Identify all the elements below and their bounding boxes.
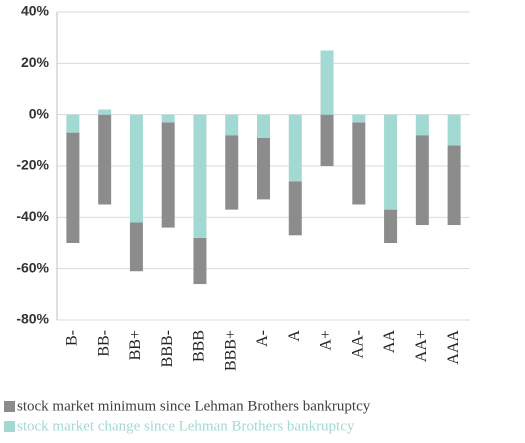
y-tick-label: 0% [29, 105, 50, 121]
bar [66, 132, 80, 243]
y-tick-label: 40% [21, 3, 50, 19]
legend-label: stock market minimum since Lehman Brothe… [17, 398, 371, 414]
legend-label: stock market change since Lehman Brother… [17, 418, 355, 434]
x-tick-label: BBB- [159, 330, 176, 367]
bar [447, 145, 461, 226]
bar [161, 114, 175, 123]
legend-swatch [4, 401, 15, 412]
bar [352, 122, 366, 205]
bar [129, 222, 143, 272]
x-tick-label: BBB+ [222, 330, 239, 371]
bar [98, 109, 112, 115]
x-tick-label: AA+ [413, 330, 430, 362]
x-tick-label: BB- [95, 330, 112, 357]
bar [257, 137, 270, 200]
x-tick-label: BBB [191, 330, 208, 362]
bar [193, 114, 207, 238]
bar [320, 114, 334, 166]
bar [352, 114, 366, 123]
bar [288, 114, 302, 182]
legend-swatch [4, 421, 15, 432]
bar [129, 114, 143, 223]
bar [225, 135, 239, 210]
y-tick-label: 20% [21, 54, 50, 70]
x-tick-label: A [286, 330, 303, 342]
bar [384, 209, 398, 243]
y-tick-label: -20% [16, 157, 49, 173]
bar [415, 135, 429, 226]
y-tick-label: -60% [16, 259, 49, 275]
x-tick-label: A+ [318, 330, 335, 351]
x-tick-label: B- [64, 330, 81, 346]
bar [193, 237, 207, 285]
bar [415, 114, 429, 136]
bar [66, 114, 80, 133]
x-tick-label: AAA [445, 330, 462, 365]
y-tick-label: -80% [16, 311, 49, 327]
y-tick-label: -40% [16, 208, 49, 224]
bar [320, 50, 334, 115]
bar [225, 114, 239, 136]
bar [288, 181, 302, 236]
bar [161, 122, 175, 228]
x-tick-label: AA- [349, 330, 366, 358]
x-tick-label: BB+ [127, 330, 144, 360]
bar [384, 114, 398, 210]
x-tick-label: A- [254, 330, 271, 347]
bar [98, 114, 112, 205]
bar [257, 114, 270, 138]
x-tick-label: AA [381, 330, 398, 354]
bar [447, 114, 461, 146]
